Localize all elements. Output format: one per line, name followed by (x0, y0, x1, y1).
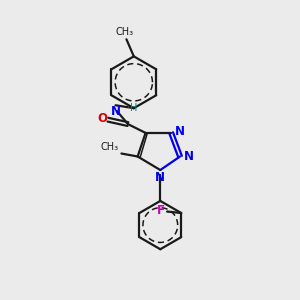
Text: N: N (184, 150, 194, 163)
Text: ·H: ·H (127, 103, 138, 113)
Text: O: O (98, 112, 108, 125)
Text: F: F (157, 205, 165, 218)
Text: CH₃: CH₃ (101, 142, 119, 152)
Text: N: N (155, 172, 165, 184)
Text: N: N (175, 125, 185, 138)
Text: CH₃: CH₃ (116, 27, 134, 37)
Text: N: N (110, 105, 121, 118)
